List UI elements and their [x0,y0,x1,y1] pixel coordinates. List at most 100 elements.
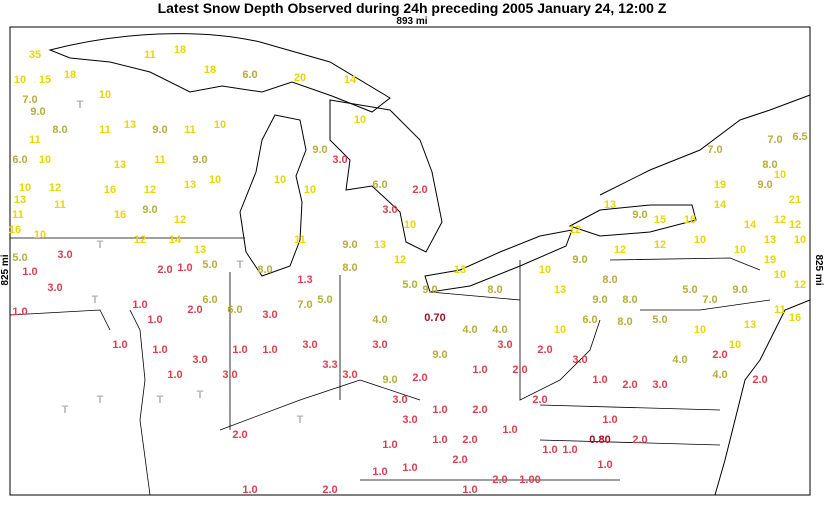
snow-depth-label: 1.0 [167,369,182,381]
snow-depth-label: 3.0 [342,369,357,381]
snow-depth-label: 10 [404,219,416,231]
snow-depth-label: 8.0 [487,284,502,296]
snow-depth-label: 2.0 [187,304,202,316]
snow-depth-label: 2.0 [472,404,487,416]
snow-depth-label: 5.0 [652,314,667,326]
snow-depth-label: 9.0 [732,284,747,296]
snow-depth-label: 10 [729,339,741,351]
snow-depth-label: 12 [174,214,186,226]
snow-depth-label: 13 [744,319,756,331]
snow-depth-label: T [62,404,69,416]
snow-depth-label: 9.0 [432,349,447,361]
snow-depth-label: 2.0 [452,454,467,466]
snow-depth-label: 11 [29,134,41,146]
snow-depth-label: 2.0 [752,374,767,386]
width-label: 893 mi [396,16,427,27]
snow-depth-label: 15 [654,214,666,226]
snow-depth-label: 10 [694,234,706,246]
frame [9,26,811,496]
snow-depth-label: 13 [124,119,136,131]
snow-depth-label: 1.0 [22,266,37,278]
snow-depth-label: 4.0 [672,354,687,366]
snow-depth-label: 10 [39,154,51,166]
snow-depth-label: 12 [569,224,581,236]
snow-depth-label: 6.0 [582,314,597,326]
snow-depth-label: 10 [734,244,746,256]
snow-depth-label: T [97,239,104,251]
snow-depth-label: T [197,389,204,401]
snow-depth-label: 8.0 [762,159,777,171]
snow-depth-label: 18 [64,69,76,81]
snow-depth-label: 14 [169,234,182,246]
snow-depth-label: 18 [174,44,186,56]
snow-depth-label: 7.0 [767,134,782,146]
snow-depth-label: 10 [539,264,551,276]
snow-depth-label: 12 [614,244,626,256]
geography [9,33,811,496]
snow-depth-label: 3.0 [192,354,207,366]
snow-depth-label: 12 [144,184,156,196]
snow-depth-label: 9.0 [632,209,647,221]
snow-depth-label: 7.0 [22,94,37,106]
snow-depth-label: 12 [794,279,806,291]
snow-depth-label: 2.0 [157,264,172,276]
snow-depth-label: 10 [354,114,366,126]
snow-depth-label: 1.0 [112,339,127,351]
snow-depth-label: T [297,414,304,426]
snow-depth-label: 16 [9,224,21,236]
snow-depth-label: 11 [12,209,24,221]
snow-depth-label: 5.0 [12,252,27,264]
snow-depth-label: 9.0 [382,374,397,386]
snow-depth-label: 2.0 [462,434,477,446]
snow-depth-label: 5.0 [682,284,697,296]
snow-depth-label: 2.0 [232,429,247,441]
snow-depth-label: 6.0 [12,154,27,166]
snow-depth-label: 15 [39,74,51,86]
snow-depth-label: 7.0 [707,144,722,156]
snow-depth-label: 10 [774,169,786,181]
snow-depth-label: 1.0 [372,466,387,478]
snow-depth-label: 2.0 [412,372,427,384]
snow-depth-label: 1.0 [472,364,487,376]
snow-depth-label: 16 [789,312,801,324]
snow-depth-label: 10 [209,174,221,186]
snow-depth-label: 6.5 [792,131,807,143]
snow-depth-label: 3.0 [57,249,72,261]
snow-depth-label: 1.0 [262,344,277,356]
snow-depth-label: 1.0 [462,484,477,496]
snow-depth-label: 10 [34,229,46,241]
snow-depth-label: 2.0 [537,344,552,356]
snow-depth-label: 2.0 [632,434,647,446]
snow-depth-label: 3.0 [262,309,277,321]
snow-depth-label: 2.0 [412,184,427,196]
snow-depth-label: 5.0 [317,294,332,306]
snow-depth-label: 9.0 [342,239,357,251]
snow-depth-label: T [97,394,104,406]
snow-depth-label: 13 [764,234,776,246]
snow-depth-label: 1.00 [519,474,540,486]
snow-depth-label: 11 [294,234,306,246]
snow-depth-label: 1.3 [297,274,312,286]
snow-depth-label: T [77,99,84,111]
snow-depth-label: 9.0 [312,144,327,156]
snow-depth-label: 14 [714,199,727,211]
snow-depth-label: 13 [114,159,126,171]
snow-depth-label: 3.0 [382,204,397,216]
snow-depth-label: 1.0 [432,404,447,416]
snow-depth-label: 6.0 [242,69,257,81]
snow-depth-label: 2.0 [622,379,637,391]
snow-depth-label: 2.0 [532,394,547,406]
snow-depth-label: 8.0 [52,124,67,136]
snow-depth-label: 4.0 [462,324,477,336]
snow-depth-label: 13 [454,264,466,276]
snow-depth-label: 11 [54,199,66,211]
snow-depth-label: 11 [774,304,786,316]
snow-depth-label: 6.0 [372,179,387,191]
snow-depth-label: 3.0 [652,379,667,391]
snow-depth-label: 9.0 [592,294,607,306]
snow-depth-label: 12 [774,214,786,226]
snow-depth-label: T [237,259,244,271]
snow-depth-label: 3.0 [302,339,317,351]
snow-depth-label: 9.0 [152,124,167,136]
snow-depth-label: 4.0 [372,314,387,326]
